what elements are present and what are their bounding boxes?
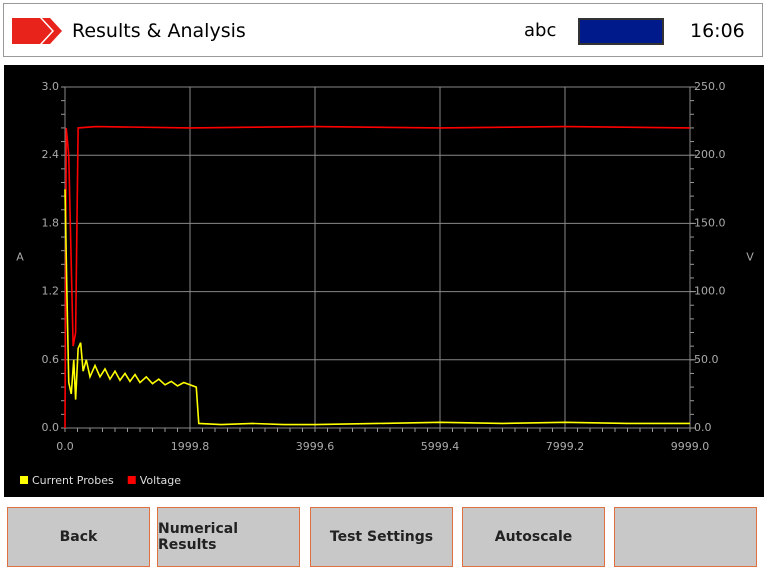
y2-tick-label: 200.0 (694, 148, 726, 161)
y2-tick-label: 250.0 (694, 80, 726, 93)
legend-label: Voltage (140, 474, 181, 487)
button[interactable]: Autoscale (462, 507, 605, 567)
logo-icon (12, 18, 62, 44)
y-tick-label: 0.0 (42, 421, 60, 434)
x-tick-label: 5999.4 (421, 440, 460, 453)
user-label: abc (524, 20, 557, 41)
y2-tick-label: 0.0 (694, 421, 712, 434)
data-line (64, 125, 691, 429)
header: Results & Analysis abc 16:06 (3, 3, 763, 57)
header-title: Results & Analysis (72, 20, 246, 42)
legend-swatch (127, 476, 136, 484)
chart: 0.0 1999.8 3999.6 5999.4 7999.2 9999.0 0.0 0.6 1… (4, 65, 764, 497)
y2-tick-label: 100.0 (694, 285, 726, 298)
y2-tick-label: 50.0 (694, 353, 719, 366)
x-tick-label: 3999.6 (296, 440, 335, 453)
button[interactable]: Numerical Results (157, 507, 300, 567)
status-box (578, 18, 664, 45)
y-tick-label: 1.2 (42, 285, 60, 298)
clock: 16:06 (690, 20, 745, 42)
y2-tick-label: 150.0 (694, 216, 726, 229)
x-tick-label: 9999.0 (671, 440, 710, 453)
legend-swatch (20, 476, 28, 484)
y-tick-label: 2.4 (42, 148, 60, 161)
data-line (64, 189, 690, 426)
legend-label: Current Probes (32, 474, 114, 487)
button[interactable]: Back (7, 507, 150, 567)
x-tick-label: 0.0 (56, 440, 74, 453)
x-tick-label: 1999.8 (171, 440, 210, 453)
empty-button[interactable] (614, 507, 757, 567)
y-axis-label: A (16, 251, 24, 264)
plot-frame (64, 86, 691, 429)
y-tick-label: 0.6 (42, 353, 60, 366)
button[interactable]: Test Settings (310, 507, 453, 567)
y-tick-label: 3.0 (42, 80, 60, 93)
x-tick-label: 7999.2 (546, 440, 585, 453)
y2-axis-label: V (746, 251, 754, 264)
y-tick-label: 1.8 (42, 216, 60, 229)
